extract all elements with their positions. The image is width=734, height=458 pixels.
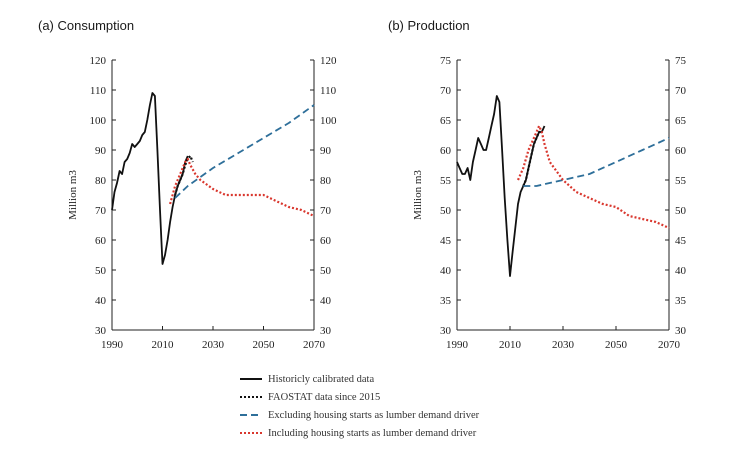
x-tick-label-b: 2010	[499, 339, 522, 351]
series-line-faostat-a	[174, 154, 194, 196]
legend-swatch-including	[240, 432, 262, 434]
y-tick-label-right-a: 60	[320, 235, 332, 247]
legend-label-excluding: Excluding housing starts as lumber deman…	[268, 409, 480, 421]
y-tick-label-right-b: 70	[675, 85, 687, 97]
y-tick-label-right-b: 50	[675, 205, 687, 217]
x-tick-label-a: 2030	[202, 339, 225, 351]
y-tick-label-left-a: 120	[90, 55, 107, 67]
y-tick-label-right-b: 75	[675, 55, 687, 67]
legend-label-historical: Historicly calibrated data	[268, 373, 375, 385]
series-line-faostat-b	[522, 130, 542, 187]
x-tick-label-b: 1990	[446, 339, 469, 351]
y-tick-label-left-b: 30	[440, 325, 452, 337]
y-tick-label-left-a: 110	[90, 85, 107, 97]
y-tick-label-left-b: 60	[440, 145, 452, 157]
y-tick-label-left-a: 90	[95, 145, 107, 157]
y-axis-label-b: Million m3	[412, 170, 424, 220]
legend-swatch-historical	[240, 378, 262, 380]
x-tick-label-a: 2050	[253, 339, 276, 351]
y-tick-label-left-b: 55	[440, 175, 452, 187]
legend: Historicly calibrated data FAOSTAT data …	[240, 370, 479, 442]
y-tick-label-right-a: 30	[320, 325, 332, 337]
x-tick-label-a: 2010	[152, 339, 175, 351]
x-tick-label-b: 2050	[605, 339, 628, 351]
y-tick-label-left-b: 40	[440, 265, 452, 277]
y-tick-label-right-a: 120	[320, 55, 337, 67]
y-tick-label-right-a: 70	[320, 205, 332, 217]
series-line-excluding-b	[523, 137, 670, 187]
y-tick-label-left-b: 65	[440, 115, 452, 127]
chart-a: 30 40 50 60 70 80 90 100 110 120 30 40 50 60 70 80 90 100…	[67, 55, 337, 351]
panel-a-title: (a) Consumption	[38, 18, 135, 33]
legend-swatch-excluding	[240, 414, 262, 416]
y-tick-label-right-b: 40	[675, 265, 687, 277]
y-tick-label-right-a: 80	[320, 175, 332, 187]
y-tick-label-right-b: 35	[675, 295, 687, 307]
y-tick-label-right-b: 30	[675, 325, 687, 337]
legend-item-faostat: FAOSTAT data since 2015	[240, 388, 479, 406]
x-tick-label-a: 2070	[303, 339, 326, 351]
legend-item-historical: Historicly calibrated data	[240, 370, 479, 388]
legend-swatch-faostat	[240, 396, 262, 398]
x-tick-label-b: 2030	[552, 339, 575, 351]
y-tick-label-left-b: 35	[440, 295, 452, 307]
y-tick-label-left-b: 75	[440, 55, 452, 67]
y-tick-label-left-b: 70	[440, 85, 452, 97]
y-tick-label-right-b: 55	[675, 175, 687, 187]
series-line-excluding-a	[174, 104, 315, 199]
y-axis-label-a: Million m3	[67, 170, 79, 220]
legend-item-including: Including housing starts as lumber deman…	[240, 424, 479, 442]
y-tick-label-left-a: 80	[95, 175, 107, 187]
y-tick-label-left-b: 45	[440, 235, 452, 247]
y-tick-label-left-a: 60	[95, 235, 107, 247]
series-line-including-a	[169, 157, 315, 217]
y-tick-label-right-a: 40	[320, 295, 332, 307]
x-tick-label-a: 1990	[101, 339, 124, 351]
series-line-historical-a	[111, 92, 189, 265]
y-tick-label-left-b: 50	[440, 205, 452, 217]
y-tick-label-right-b: 65	[675, 115, 687, 127]
y-tick-label-right-a: 50	[320, 265, 332, 277]
y-tick-label-left-a: 40	[95, 295, 107, 307]
series-line-historical-b	[456, 95, 546, 277]
x-tick-label-b: 2070	[658, 339, 681, 351]
y-tick-label-right-a: 110	[320, 85, 337, 97]
y-tick-label-right-b: 60	[675, 145, 687, 157]
y-tick-label-left-a: 70	[95, 205, 107, 217]
y-tick-label-right-b: 45	[675, 235, 687, 247]
y-tick-label-right-a: 100	[320, 115, 337, 127]
series-line-including-b	[516, 124, 670, 230]
y-tick-label-left-a: 50	[95, 265, 107, 277]
y-tick-label-right-a: 90	[320, 145, 332, 157]
y-tick-label-left-a: 100	[90, 115, 107, 127]
y-tick-label-left-a: 30	[95, 325, 107, 337]
panel-b-title: (b) Production	[388, 18, 470, 33]
legend-item-excluding: Excluding housing starts as lumber deman…	[240, 406, 479, 424]
legend-label-including: Including housing starts as lumber deman…	[268, 427, 477, 439]
legend-label-faostat: FAOSTAT data since 2015	[268, 391, 381, 403]
chart-b: 30 35 40 45 50 55 60 65 70 75 30 35 40 45 50 55 60 65 70 75…	[412, 55, 687, 351]
